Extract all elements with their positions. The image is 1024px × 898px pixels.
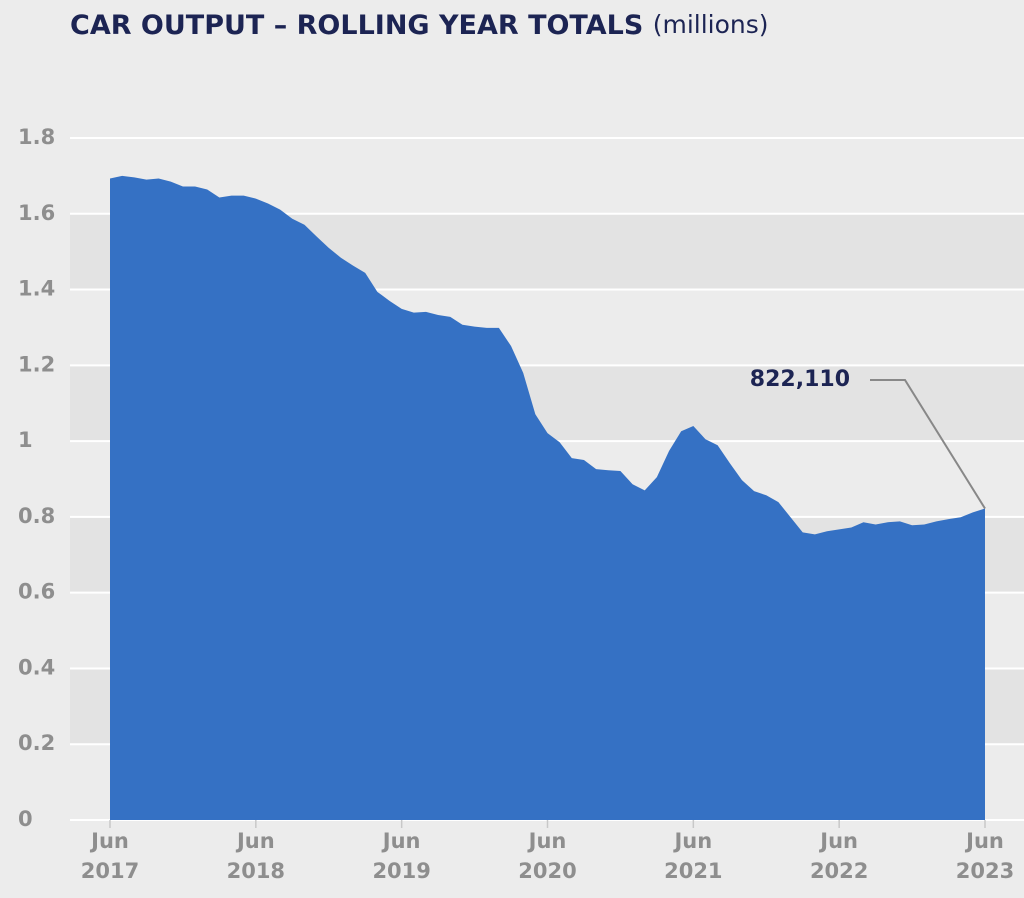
- x-tick-label-line: Jun: [89, 829, 129, 853]
- x-tick-label: Jun 2017: [81, 829, 139, 883]
- y-tick-label: 0.8: [18, 504, 55, 528]
- area: [110, 175, 985, 820]
- y-tick-label: 1.8: [18, 125, 55, 149]
- x-tick-label-line: 2018: [227, 859, 285, 883]
- annotation-leader: [870, 379, 986, 510]
- x-tick-label-line: 2021: [664, 859, 722, 883]
- y-tick-label: 1.4: [18, 277, 55, 301]
- x-tick-label-line: 2017: [81, 859, 139, 883]
- y-tick-label: 0: [18, 807, 33, 831]
- x-tick-label-line: Jun: [527, 829, 567, 853]
- x-tick-label-line: 2019: [372, 859, 430, 883]
- x-tick-label: Jun 2022: [810, 829, 868, 883]
- x-tick-label: Jun 2023: [956, 829, 1014, 883]
- chart-title: CAR OUTPUT – ROLLING YEAR TOTALS (millio…: [70, 10, 769, 41]
- x-tick-label-line: 2020: [518, 859, 576, 883]
- x-tick-label-line: Jun: [381, 829, 421, 853]
- x-tick-label-line: Jun: [235, 829, 275, 853]
- x-tick-label: Jun 2021: [664, 829, 722, 883]
- x-tick-label-line: 2022: [810, 859, 868, 883]
- x-tick-label-line: Jun: [964, 829, 1004, 853]
- x-tick-label: Jun 2019: [372, 829, 430, 883]
- x-tick-label-line: Jun: [818, 829, 858, 853]
- x-tick-label: Jun 2020: [518, 829, 576, 883]
- y-tick-label: 1: [18, 428, 33, 452]
- y-tick-label: 0.4: [18, 655, 55, 679]
- x-tick-label-line: Jun: [672, 829, 712, 853]
- title-text: CAR OUTPUT – ROLLING YEAR TOTALS: [70, 10, 643, 41]
- x-tick-label: Jun 2018: [227, 829, 285, 883]
- y-tick-label: 0.6: [18, 580, 55, 604]
- y-tick-label: 0.2: [18, 731, 55, 755]
- x-tick-label-line: 2023: [956, 859, 1014, 883]
- data-label: 822,110: [750, 367, 850, 392]
- y-tick-label: 1.2: [18, 352, 55, 376]
- y-tick-label: 1.6: [18, 201, 55, 225]
- subtitle-text: (millions): [653, 10, 769, 39]
